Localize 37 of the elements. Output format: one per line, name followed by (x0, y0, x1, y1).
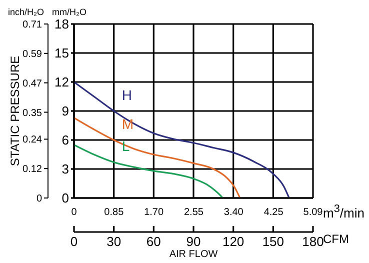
x2-tick-label: 1.70 (144, 207, 164, 218)
y2-tick-label: 0.47 (22, 78, 42, 90)
series-label: H (122, 87, 132, 103)
y2-tick-label: 0.71 (22, 20, 42, 31)
y-tick-label: 6 (62, 132, 69, 148)
x-tick-label: 60 (146, 234, 161, 249)
x-axis-title: AIR FLOW (169, 249, 218, 260)
line-series (74, 81, 290, 198)
x2-tick-label: 0 (71, 207, 78, 218)
text: inch/H₂O (8, 7, 44, 18)
x-tick-label: 150 (262, 234, 284, 249)
y2-tick-label: 0 (36, 194, 42, 205)
y-tick-label: 9 (62, 104, 69, 119)
x-tick-label: 30 (106, 234, 122, 249)
y2-tick-label: 0.12 (22, 164, 42, 176)
x2-tick-label: 2.55 (184, 207, 204, 218)
x2-tick-label: 4.25 (264, 207, 284, 218)
text: mm/H₂O (52, 7, 86, 18)
x2-tick-label: 3.40 (224, 207, 244, 218)
y-tick-label: 3 (62, 162, 69, 177)
y2-tick-label: 0.24 (22, 134, 42, 146)
text: CFM (323, 232, 349, 246)
text: m$^{3}$/min (323, 203, 364, 221)
line-series (74, 116, 241, 198)
x-tick-label: 90 (186, 234, 201, 249)
y-tick-label: 15 (54, 46, 69, 61)
y2-axis-title: STATIC PRESSURE (8, 56, 22, 166)
x-tick-label: 180 (302, 234, 324, 249)
x2-tick-label: 5.09 (303, 207, 324, 218)
y2-tick-label: 0.59 (22, 48, 42, 60)
x2-tick-label: 0.85 (104, 207, 124, 218)
y-tick-label: 18 (54, 16, 69, 32)
series-label: M (122, 116, 134, 132)
y-tick-label: 12 (54, 74, 69, 90)
y2-tick-label: 0.35 (22, 108, 42, 119)
y-tick-label: 0 (62, 190, 69, 206)
x-tick-label: 120 (222, 234, 244, 249)
